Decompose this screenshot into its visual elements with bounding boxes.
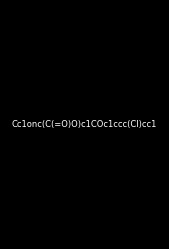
Text: Cc1onc(C(=O)O)c1COc1ccc(Cl)cc1: Cc1onc(C(=O)O)c1COc1ccc(Cl)cc1: [12, 120, 157, 129]
